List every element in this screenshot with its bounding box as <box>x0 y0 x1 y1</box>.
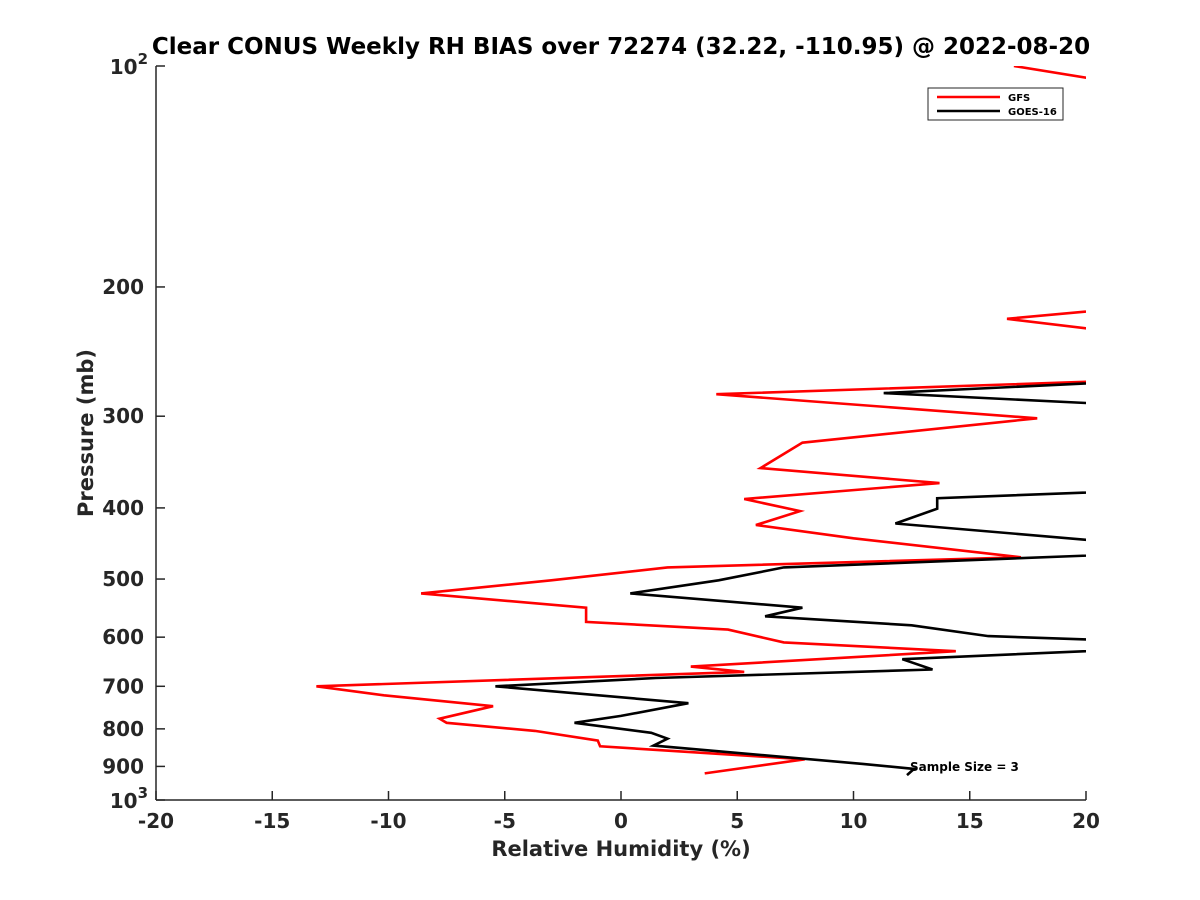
legend: GFS GOES-16 <box>927 87 1064 121</box>
legend-box <box>927 87 1064 121</box>
sample-size-annotation: Sample Size = 3 <box>910 760 1019 774</box>
y-ticks: 102 200 300 400 500 600 700 800 900 103 <box>102 50 165 813</box>
x-tick-label: 15 <box>956 809 984 833</box>
x-tick-label: -5 <box>494 809 516 833</box>
x-tick-label: 5 <box>730 809 744 833</box>
y-tick-label: 102 <box>110 50 148 79</box>
series-line-segment <box>316 380 1086 775</box>
y-tick-label: 900 <box>102 754 144 778</box>
x-tick-label: -20 <box>138 809 174 833</box>
series-line-segment <box>894 491 1086 542</box>
series-line-segment <box>883 382 1086 405</box>
y-tick-label: 400 <box>102 496 144 520</box>
x-tick-label: -15 <box>254 809 290 833</box>
series-line-segment <box>630 554 1086 641</box>
legend-label-gfs: GFS <box>1008 93 1030 104</box>
legend-label-goes16: GOES-16 <box>1008 107 1057 118</box>
series-line-segment <box>1006 310 1086 330</box>
y-axis-label: Pressure (mb) <box>74 349 98 517</box>
y-tick-label: 500 <box>102 567 144 591</box>
y-tick-label: 700 <box>102 674 144 698</box>
y-tick-label: 800 <box>102 717 144 741</box>
x-tick-label: 20 <box>1072 809 1100 833</box>
x-axis-label: Relative Humidity (%) <box>491 837 750 861</box>
y-tick-label: 300 <box>102 404 144 428</box>
y-tick-label: 200 <box>102 275 144 299</box>
chart-title: Clear CONUS Weekly RH BIAS over 72274 (3… <box>152 34 1090 60</box>
x-tick-label: 10 <box>840 809 868 833</box>
series-gfs <box>316 66 1086 775</box>
y-tick-label: 600 <box>102 625 144 649</box>
axes <box>155 66 1086 801</box>
series-layer <box>316 66 1086 777</box>
series-line-segment <box>1013 66 1086 79</box>
series-line-segment <box>495 649 1086 777</box>
x-ticks: -20 -15 -10 -5 0 5 10 15 20 <box>138 791 1100 833</box>
series-goes-16 <box>495 382 1086 777</box>
x-tick-label: 0 <box>614 809 628 833</box>
x-tick-label: -10 <box>370 809 406 833</box>
y-tick-label: 103 <box>110 784 148 813</box>
